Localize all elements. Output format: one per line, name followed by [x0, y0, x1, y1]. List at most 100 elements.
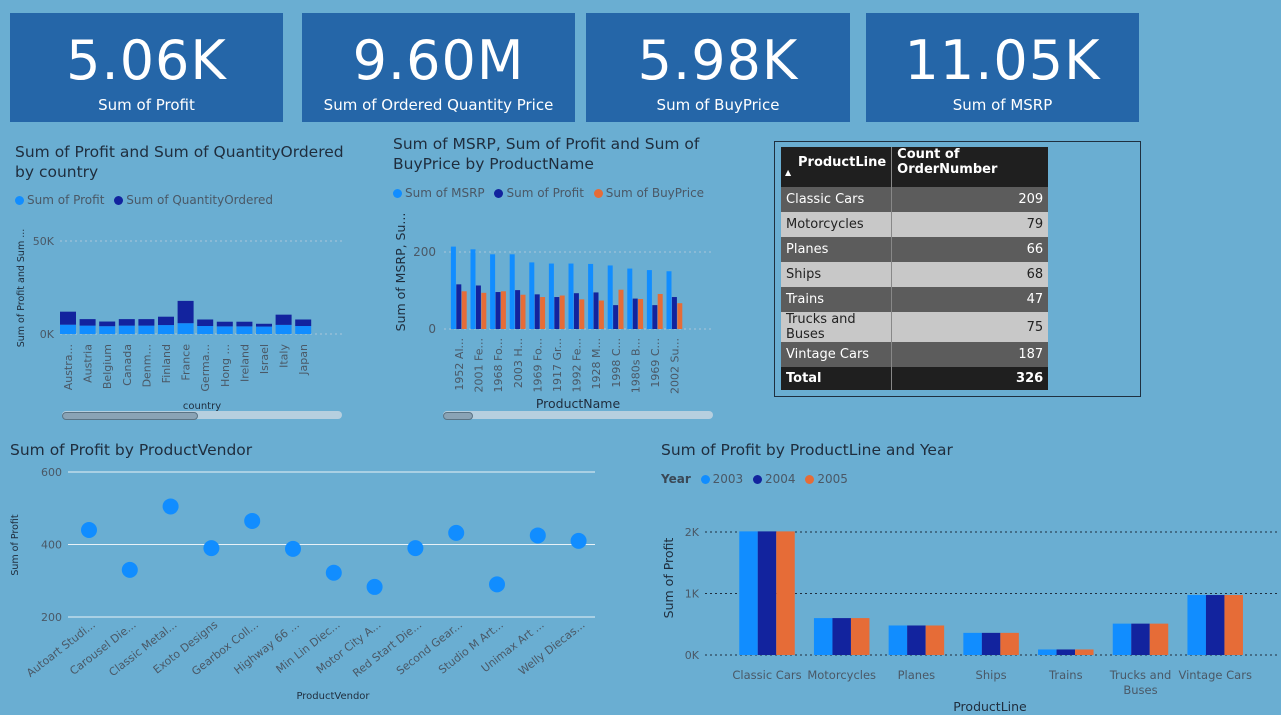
- bar-year-2005[interactable]: [925, 625, 945, 655]
- scatter-point[interactable]: [162, 498, 179, 515]
- bar-msrp[interactable]: [646, 270, 652, 329]
- bar-year-2004[interactable]: [907, 625, 926, 655]
- bar-profit[interactable]: [79, 325, 96, 334]
- bar-year-2003[interactable]: [1038, 649, 1057, 655]
- bar-quantity[interactable]: [197, 319, 214, 327]
- bar-buyprice[interactable]: [638, 298, 644, 329]
- bar-year-2003[interactable]: [739, 531, 758, 655]
- bar-profit[interactable]: [593, 292, 599, 329]
- scroll-thumb[interactable]: [62, 412, 198, 420]
- bar-buyprice[interactable]: [559, 295, 565, 329]
- bar-year-2003[interactable]: [1187, 595, 1206, 655]
- bar-year-2004[interactable]: [757, 531, 777, 655]
- bar-profit[interactable]: [613, 305, 619, 329]
- bar-buyprice[interactable]: [500, 291, 506, 329]
- legend-item[interactable]: Sum of BuyPrice: [593, 186, 704, 200]
- bar-quantity[interactable]: [275, 314, 292, 325]
- bar-quantity[interactable]: [60, 311, 76, 325]
- bar-profit[interactable]: [236, 326, 253, 334]
- bar-msrp[interactable]: [588, 263, 594, 329]
- scatter-point[interactable]: [489, 576, 505, 593]
- bar-year-2004[interactable]: [1131, 623, 1150, 655]
- scatter-point[interactable]: [407, 540, 424, 557]
- table-row[interactable]: Ships 68: [781, 262, 1049, 287]
- bar-year-2003[interactable]: [888, 625, 908, 655]
- bar-year-2003[interactable]: [1112, 623, 1132, 655]
- bar-year-2005[interactable]: [850, 618, 870, 655]
- bar-msrp[interactable]: [490, 254, 496, 329]
- bar-profit[interactable]: [475, 285, 481, 329]
- bar-year-2004[interactable]: [1056, 649, 1076, 655]
- legend-item[interactable]: Sum of QuantityOrdered: [114, 193, 273, 207]
- legend-item[interactable]: Sum of MSRP: [393, 186, 485, 200]
- scatter-point[interactable]: [529, 527, 546, 544]
- bar-msrp[interactable]: [607, 265, 613, 329]
- table-row[interactable]: Trains 47: [781, 287, 1049, 312]
- table-row[interactable]: Trucks and Buses 75: [781, 312, 1049, 342]
- bar-msrp[interactable]: [627, 268, 633, 329]
- table-row[interactable]: Classic Cars 209: [781, 187, 1049, 212]
- table-row[interactable]: Vintage Cars 187: [781, 342, 1049, 367]
- column-header-productline[interactable]: ▲ ProductLine: [781, 147, 893, 187]
- bar-profit[interactable]: [456, 284, 462, 329]
- bar-profit[interactable]: [295, 326, 312, 334]
- scatter-point[interactable]: [285, 540, 301, 557]
- bar-profit[interactable]: [275, 324, 292, 334]
- bar-profit[interactable]: [554, 297, 560, 329]
- chart-country-scrollbar[interactable]: [62, 411, 342, 420]
- bar-buyprice[interactable]: [579, 299, 585, 329]
- bar-buyprice[interactable]: [520, 294, 526, 329]
- bar-buyprice[interactable]: [618, 289, 624, 329]
- bar-quantity[interactable]: [158, 316, 174, 326]
- bar-buyprice[interactable]: [461, 291, 467, 329]
- bar-year-2005[interactable]: [1149, 623, 1169, 655]
- legend-item[interactable]: 2003: [700, 472, 743, 486]
- scatter-point[interactable]: [366, 578, 383, 595]
- bar-year-2005[interactable]: [1000, 632, 1019, 655]
- column-header-count[interactable]: Count of OrderNumber: [891, 147, 1049, 187]
- bar-profit[interactable]: [671, 297, 677, 329]
- bar-msrp[interactable]: [529, 262, 535, 329]
- bar-quantity[interactable]: [79, 319, 96, 326]
- bar-buyprice[interactable]: [540, 297, 546, 329]
- chart-productname-scrollbar[interactable]: [443, 411, 713, 420]
- scatter-point[interactable]: [81, 522, 97, 538]
- bar-quantity[interactable]: [295, 319, 312, 327]
- table-row[interactable]: Planes 66: [781, 237, 1049, 262]
- bar-profit[interactable]: [138, 325, 155, 334]
- bar-profit[interactable]: [573, 293, 579, 329]
- bar-quantity[interactable]: [177, 300, 194, 324]
- scatter-point[interactable]: [203, 540, 220, 557]
- bar-year-2005[interactable]: [1224, 595, 1243, 655]
- bar-profit[interactable]: [495, 292, 501, 329]
- bar-msrp[interactable]: [568, 263, 574, 329]
- bar-quantity[interactable]: [256, 323, 272, 327]
- scatter-point[interactable]: [448, 524, 465, 541]
- legend-item[interactable]: 2004: [752, 472, 796, 486]
- sort-ascending-icon[interactable]: ▲: [785, 167, 792, 177]
- bar-profit[interactable]: [197, 326, 214, 334]
- legend-item[interactable]: Sum of Profit: [15, 193, 104, 207]
- bar-quantity[interactable]: [236, 321, 253, 327]
- bar-profit[interactable]: [177, 323, 194, 334]
- scatter-point[interactable]: [325, 564, 342, 581]
- bar-quantity[interactable]: [99, 321, 116, 327]
- bar-buyprice[interactable]: [677, 303, 683, 329]
- bar-profit[interactable]: [99, 326, 116, 334]
- bar-year-2004[interactable]: [981, 632, 1001, 655]
- legend-item[interactable]: Sum of Profit: [494, 186, 584, 200]
- bar-profit[interactable]: [118, 325, 135, 334]
- bar-quantity[interactable]: [216, 321, 233, 327]
- bar-msrp[interactable]: [548, 263, 554, 329]
- bar-year-2003[interactable]: [963, 632, 982, 655]
- bar-msrp[interactable]: [666, 271, 672, 329]
- bar-year-2005[interactable]: [776, 531, 795, 655]
- scatter-point[interactable]: [244, 512, 261, 529]
- bar-buyprice[interactable]: [657, 293, 663, 329]
- bar-profit[interactable]: [60, 324, 76, 334]
- bar-year-2004[interactable]: [1205, 595, 1225, 655]
- bar-msrp[interactable]: [450, 246, 456, 329]
- bar-profit[interactable]: [256, 326, 272, 334]
- bar-profit[interactable]: [632, 298, 638, 329]
- legend-item[interactable]: 2005: [805, 472, 848, 486]
